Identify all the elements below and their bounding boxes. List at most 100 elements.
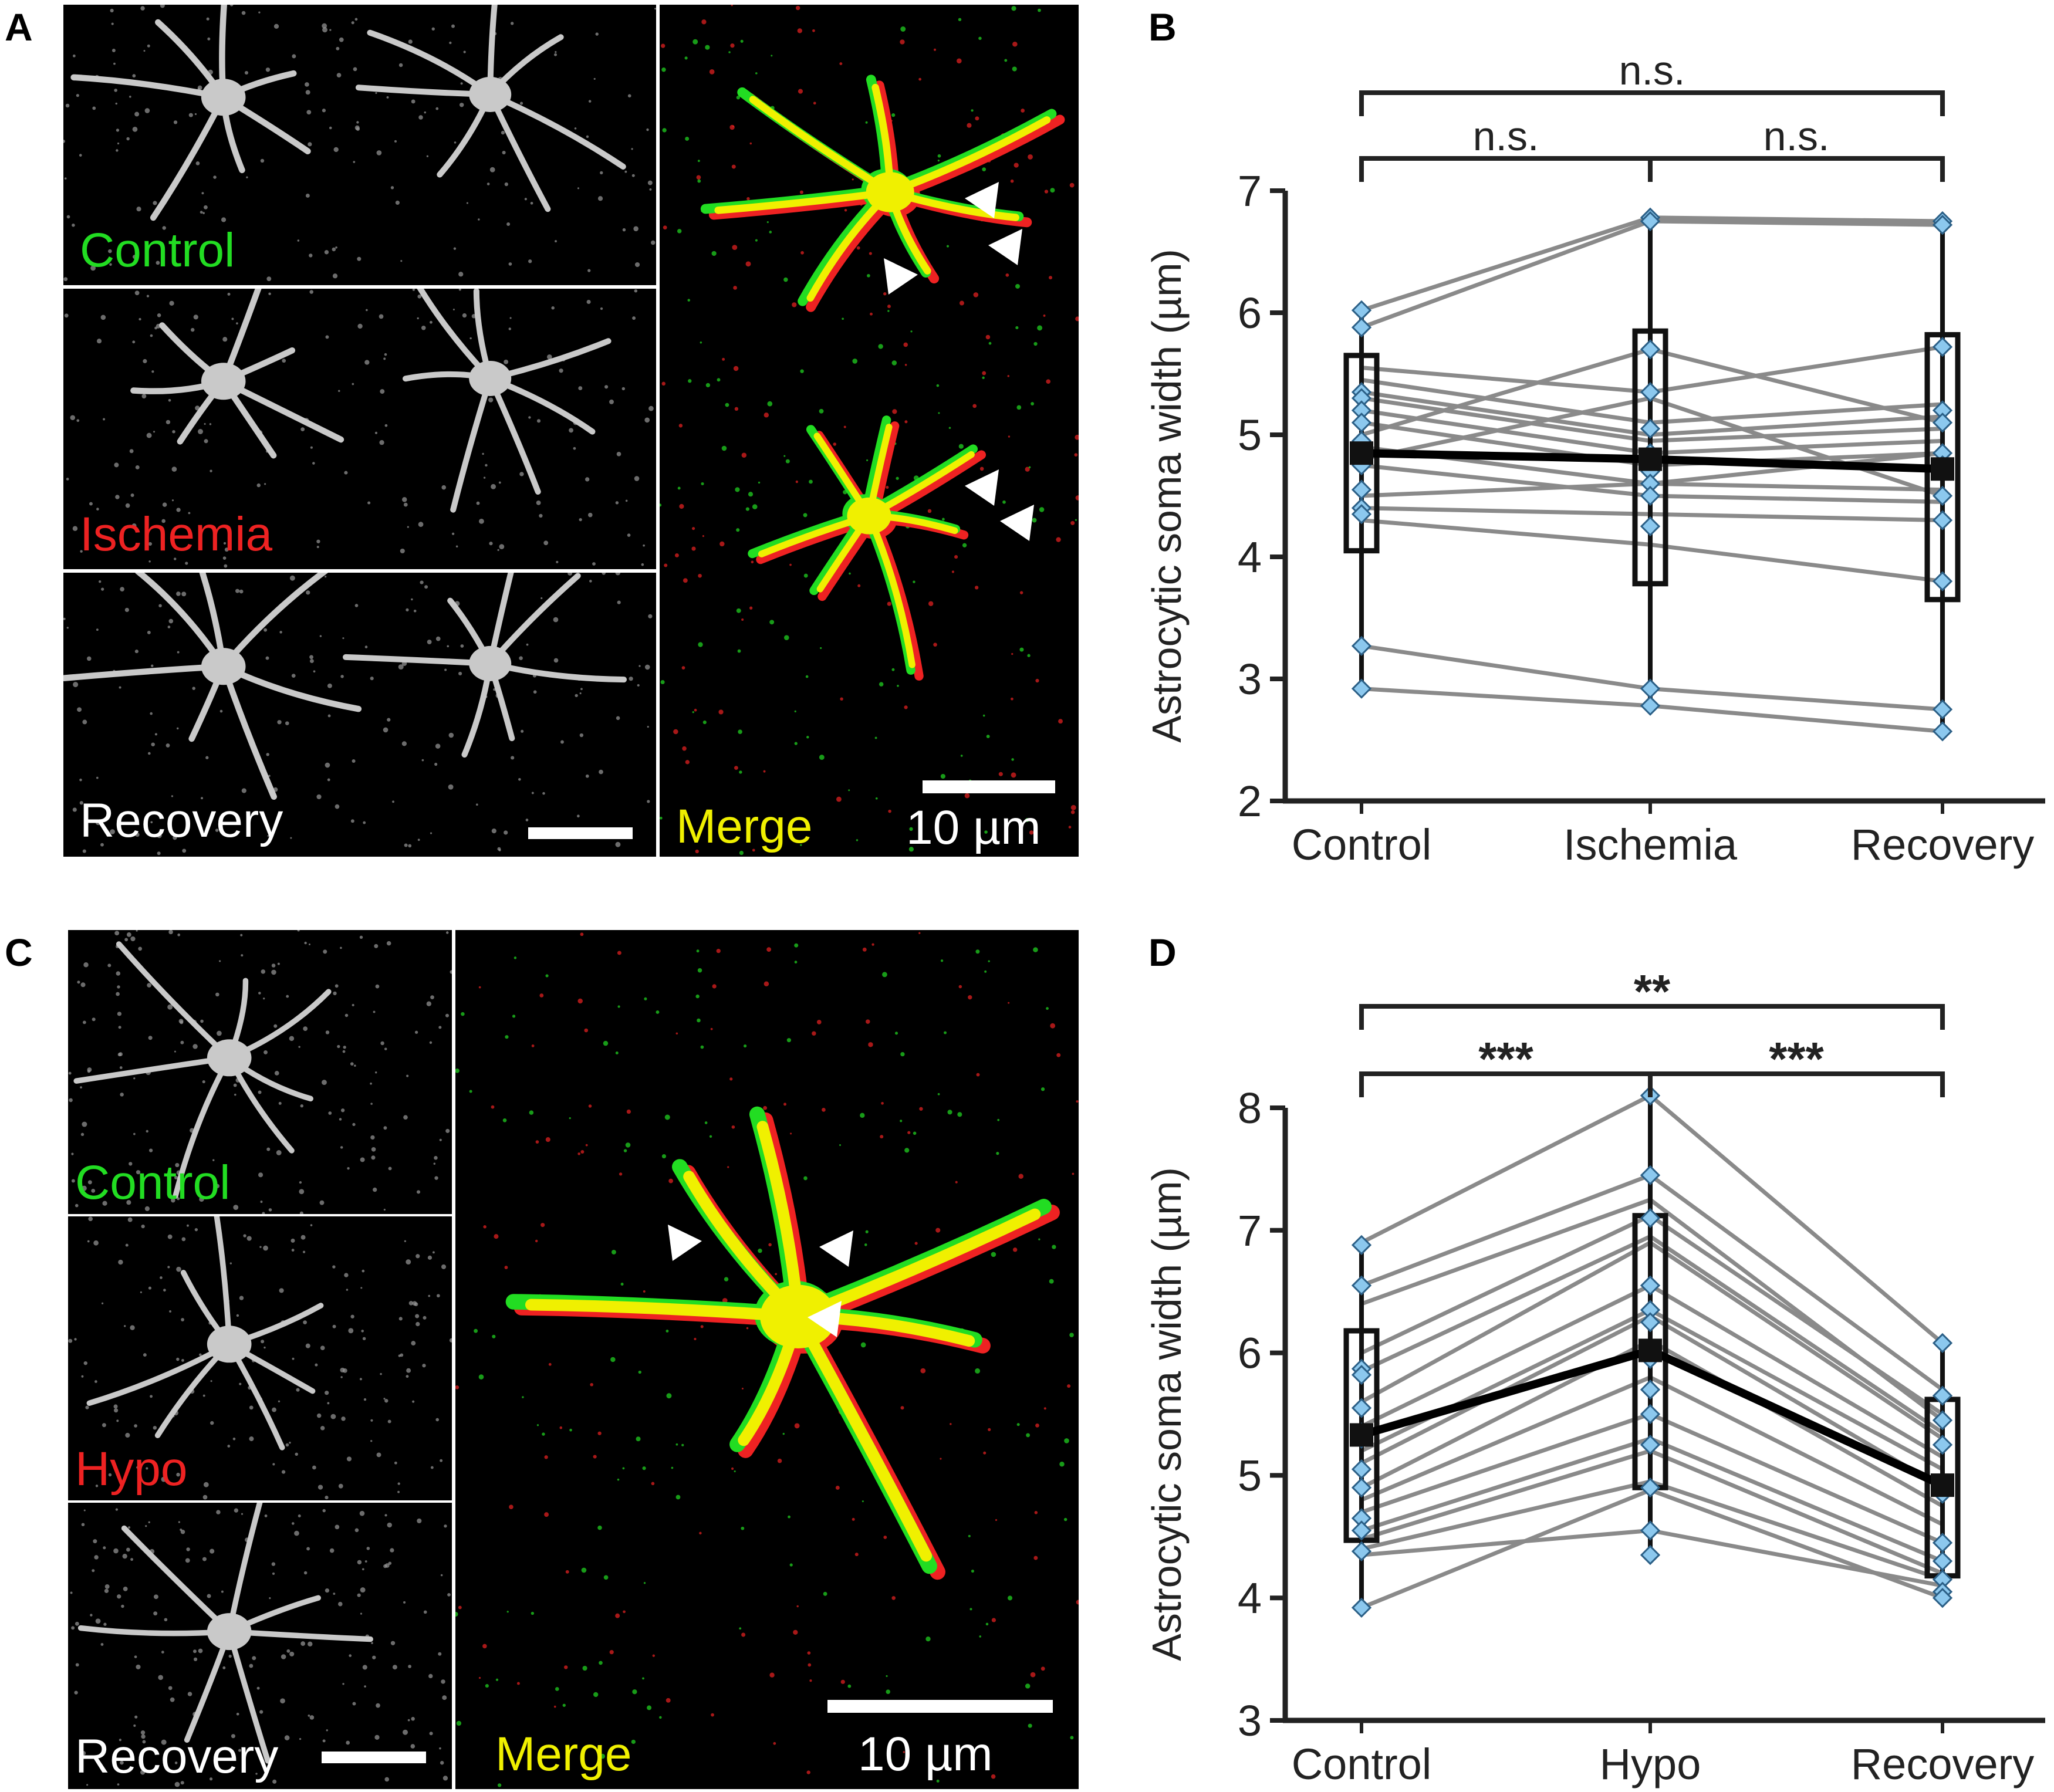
speckle	[622, 228, 626, 232]
speckle	[887, 305, 891, 309]
speckle	[1028, 466, 1031, 469]
speckle	[450, 970, 452, 974]
speckle	[272, 1407, 276, 1412]
speckle	[852, 359, 858, 364]
speckle	[701, 482, 704, 486]
speckle	[316, 539, 320, 543]
speckle	[267, 834, 269, 837]
speckle	[511, 756, 515, 760]
speckle	[85, 1405, 89, 1409]
speckle	[866, 1019, 870, 1024]
data-point	[1351, 1275, 1372, 1296]
speckle	[322, 1509, 326, 1513]
speckle	[1043, 1407, 1046, 1410]
speckle	[569, 428, 573, 433]
mean-marker	[1350, 441, 1373, 465]
speckle	[271, 969, 276, 975]
speckle	[132, 255, 137, 259]
speckle	[542, 1432, 545, 1436]
speckle	[291, 1249, 295, 1252]
data-point	[1640, 485, 1661, 506]
speckle	[528, 416, 531, 419]
speckle	[327, 683, 332, 688]
speckle	[1046, 1007, 1049, 1010]
speckle	[553, 658, 559, 663]
speckle	[919, 1107, 923, 1111]
speckle	[643, 1290, 646, 1293]
speckle	[577, 998, 583, 1004]
speckle	[126, 821, 129, 825]
speckle	[93, 1539, 97, 1544]
speckle	[388, 1561, 392, 1565]
speckle	[960, 755, 963, 757]
speckle	[951, 570, 955, 573]
significance-label: n.s.	[1473, 113, 1539, 159]
speckle	[510, 22, 514, 25]
speckle	[531, 792, 534, 794]
speckle	[65, 103, 70, 108]
speckle	[258, 11, 261, 13]
speckle	[342, 1050, 346, 1053]
speckle	[1063, 1517, 1067, 1521]
speckle	[741, 452, 747, 458]
speckle	[335, 804, 340, 809]
speckle	[390, 1641, 396, 1645]
speckle	[120, 1760, 124, 1765]
speckle	[138, 946, 143, 951]
speckle	[131, 523, 137, 528]
speckle	[869, 252, 872, 255]
speckle	[198, 1648, 203, 1654]
data-point	[1932, 571, 1953, 591]
significance-bracket	[1359, 156, 1653, 182]
speckle	[356, 127, 360, 131]
speckle	[887, 310, 890, 312]
speckle	[1007, 1595, 1013, 1601]
speckle	[574, 127, 577, 130]
speckle	[140, 6, 145, 11]
speckle	[509, 317, 512, 319]
speckle	[380, 1372, 382, 1375]
speckle	[234, 1093, 237, 1096]
speckle	[1067, 1384, 1071, 1388]
speckle	[579, 692, 582, 695]
speckle	[264, 483, 266, 485]
speckle	[891, 113, 896, 117]
speckle	[305, 90, 310, 95]
speckle	[553, 1705, 556, 1708]
speckle	[555, 240, 557, 243]
speckle	[524, 198, 527, 201]
speckle	[424, 111, 427, 114]
speckle	[394, 1461, 397, 1465]
speckle	[1075, 434, 1079, 440]
speckle	[335, 984, 339, 988]
speckle	[789, 563, 792, 566]
speckle	[90, 265, 96, 271]
speckle	[803, 513, 808, 518]
speckle	[350, 1062, 354, 1066]
speckle	[508, 327, 512, 330]
speckle	[357, 256, 362, 261]
speckle	[164, 1618, 168, 1622]
speckle	[1044, 190, 1049, 194]
speckle	[371, 1147, 376, 1152]
speckle	[329, 1548, 335, 1553]
speckle	[92, 106, 96, 110]
speckle	[430, 995, 434, 999]
speckle	[647, 800, 650, 803]
speckle	[712, 984, 717, 989]
speckle	[536, 419, 541, 423]
speckle	[888, 809, 891, 813]
speckle	[432, 1251, 435, 1254]
speckle	[882, 972, 887, 978]
speckle	[146, 432, 152, 438]
cell-soma	[866, 172, 914, 212]
speckle	[522, 1396, 524, 1398]
speckle	[272, 1463, 275, 1466]
speckle	[600, 1753, 605, 1759]
speckle	[984, 970, 987, 973]
speckle	[940, 959, 944, 962]
speckle	[603, 1575, 609, 1580]
speckle	[972, 404, 977, 408]
speckle	[918, 77, 921, 81]
speckle	[494, 1234, 499, 1239]
